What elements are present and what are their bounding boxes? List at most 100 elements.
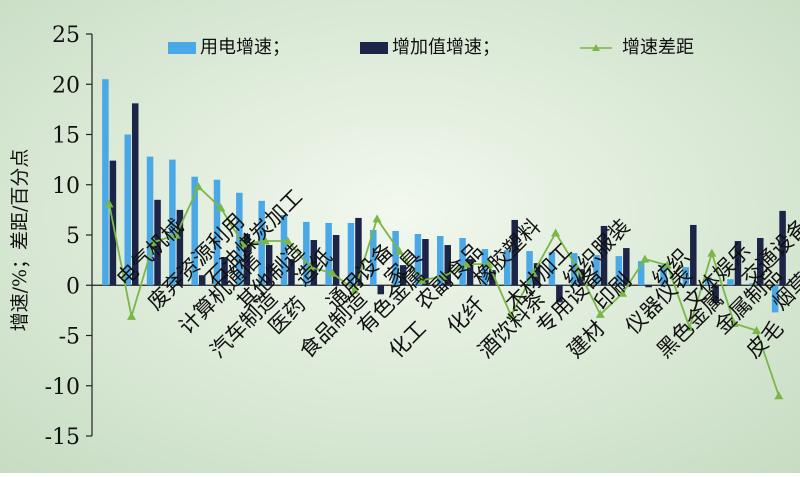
bar-electricity-growth: [459, 238, 466, 286]
bar-value-added-growth: [533, 263, 541, 286]
bar-electricity-growth: [660, 265, 667, 286]
bar-electricity-growth: [414, 233, 422, 286]
gap-series-marker: [283, 236, 293, 245]
bar-value-added-growth: [734, 241, 742, 286]
bar-electricity-growth: [347, 222, 355, 286]
bar-electricity-growth: [124, 134, 131, 286]
bar-electricity-growth: [325, 222, 332, 286]
gap-series-marker: [551, 228, 561, 237]
bar-value-added-growth: [779, 210, 786, 286]
gap-series-marker: [484, 259, 494, 268]
gap-series-marker: [193, 182, 203, 191]
y-tick-label: 20: [52, 73, 80, 98]
gap-series-marker: [439, 271, 449, 280]
y-tick-label: 10: [52, 174, 80, 199]
bar-value-added-growth: [310, 240, 318, 286]
bar-electricity-growth: [771, 285, 779, 313]
bar-electricity-growth: [615, 256, 623, 286]
bar-value-added-growth: [221, 257, 228, 286]
gap-series-marker: [126, 311, 136, 320]
bar-value-added-growth: [154, 199, 161, 286]
bar-value-added-growth: [131, 103, 139, 286]
bar-value-added-growth: [422, 239, 429, 286]
bar-electricity-growth: [146, 156, 154, 286]
bar-value-added-growth: [690, 224, 697, 286]
bar-value-added-growth: [712, 285, 719, 304]
gap-series-marker: [238, 239, 248, 248]
gap-series-marker: [618, 288, 628, 297]
bar-electricity-growth: [637, 261, 645, 286]
gap-series-marker: [104, 199, 114, 208]
y-tick-label: 0: [66, 274, 80, 299]
bar-value-added-growth: [645, 285, 652, 288]
y-tick-label: -5: [59, 325, 80, 350]
bar-electricity-growth: [727, 279, 734, 286]
bar-value-added-growth: [265, 245, 273, 286]
bar-electricity-growth: [102, 79, 109, 286]
bar-value-added-growth: [623, 248, 630, 286]
bar-value-added-growth: [243, 233, 251, 286]
bar-value-added-growth: [757, 238, 764, 286]
bar-value-added-growth: [176, 209, 184, 286]
bar-electricity-growth: [749, 283, 757, 286]
bar-electricity-growth: [392, 230, 399, 286]
bar-value-added-growth: [288, 259, 295, 286]
gap-series-marker: [417, 275, 427, 284]
bar-electricity-growth: [437, 236, 444, 286]
bar-electricity-growth: [303, 221, 310, 286]
y-tick-label: -15: [45, 425, 80, 450]
gap-series-marker: [216, 203, 226, 212]
bar-value-added-growth: [332, 235, 340, 286]
gap-series-marker: [350, 285, 360, 294]
bar-electricity-growth: [213, 179, 221, 286]
bar-value-added-growth: [355, 217, 362, 286]
gap-series-marker: [685, 322, 695, 331]
gap-series-marker: [394, 246, 404, 255]
y-tick-label: 5: [66, 224, 80, 249]
bar-electricity-growth: [548, 252, 556, 286]
bar-value-added-growth: [489, 270, 496, 286]
legend-swatch-electricity: [168, 42, 196, 54]
gap-series-marker: [729, 318, 739, 327]
legend-label-value-added: 增加值增速；: [392, 37, 500, 58]
bar-value-added-growth: [466, 259, 474, 286]
bar-value-added-growth: [377, 285, 385, 295]
bar-electricity-growth: [370, 229, 377, 286]
gap-series-marker: [707, 248, 717, 257]
gap-series-marker: [327, 268, 337, 277]
bar-electricity-growth: [526, 251, 533, 286]
gap-series-marker: [305, 262, 315, 271]
legend: 用电增速； 增加值增速； 增速差距: [168, 37, 694, 58]
bar-electricity-growth: [169, 159, 176, 286]
y-tick-label: 15: [52, 124, 80, 149]
bar-electricity-growth: [704, 277, 712, 286]
y-tick-label: 25: [52, 23, 80, 48]
bar-electricity-growth: [280, 214, 288, 286]
gap-series-marker: [149, 237, 159, 246]
bar-value-added-growth: [511, 219, 518, 286]
gap-series-marker: [595, 309, 605, 318]
bar-electricity-growth: [593, 255, 600, 286]
bar-value-added-growth: [600, 225, 608, 286]
bar-electricity-growth: [258, 200, 265, 286]
bar-value-added-growth: [556, 285, 563, 303]
gap-series-marker: [260, 236, 270, 245]
bar-electricity-growth: [570, 253, 578, 286]
y-tick-label: -10: [45, 375, 80, 400]
bar-value-added-growth: [444, 245, 451, 286]
gap-series-marker: [528, 268, 538, 277]
legend-swatch-value-added: [360, 42, 388, 54]
gap-series-marker: [752, 325, 762, 334]
bar-electricity-growth: [682, 267, 690, 286]
gap-series-marker: [662, 260, 672, 269]
gap-series-marker: [640, 254, 650, 263]
bar-value-added-growth: [667, 285, 675, 286]
bar-value-added-growth: [198, 275, 206, 286]
bar-electricity-growth: [503, 250, 511, 286]
legend-swatch-gap-marker: [592, 44, 600, 51]
gap-series-marker: [774, 391, 784, 400]
legend-label-gap: 增速差距: [622, 37, 694, 58]
